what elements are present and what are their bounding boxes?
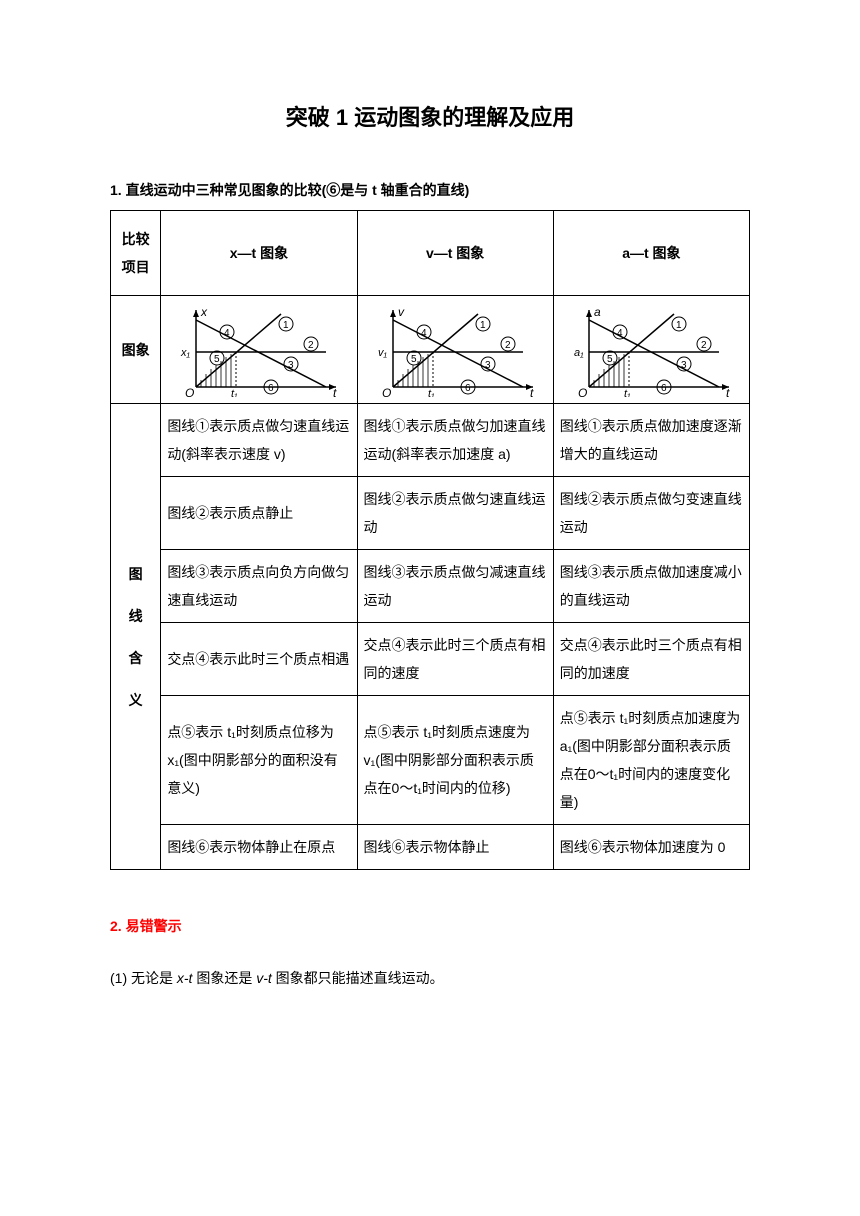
svg-text:6: 6 (268, 383, 274, 394)
cell: 图线⑥表示物体加速度为 0 (553, 825, 749, 870)
svg-text:a₁: a₁ (574, 347, 584, 359)
header-col3: a—t 图象 (553, 211, 749, 296)
svg-text:2: 2 (701, 340, 707, 351)
svg-text:1: 1 (676, 320, 682, 331)
svg-text:O: O (185, 386, 194, 397)
svg-text:v₁: v₁ (378, 347, 388, 359)
cell: 图线⑥表示物体静止 (357, 825, 553, 870)
header-col1: x—t 图象 (161, 211, 357, 296)
svg-text:6: 6 (661, 383, 667, 394)
table-row: 交点④表示此时三个质点相遇 交点④表示此时三个质点有相同的速度 交点④表示此时三… (111, 623, 750, 696)
graph-vt: v t O v₁ t₁ 1 2 3 4 5 (357, 296, 553, 404)
cell: 点⑤表示 t₁时刻质点速度为 v₁(图中阴影部分面积表示质点在0～t₁时间内的位… (357, 696, 553, 825)
table-row: 图线②表示质点静止 图线②表示质点做匀速直线运动 图线②表示质点做匀变速直线运动 (111, 477, 750, 550)
warning-item-1: (1) 无论是 x-t 图象还是 v-t 图象都只能描述直线运动。 (110, 966, 750, 991)
svg-text:3: 3 (485, 360, 491, 371)
table-row: 图 线 含 义 图线①表示质点做匀速直线运动(斜率表示速度 v) 图线①表示质点… (111, 404, 750, 477)
warning-title: 2. 易错警示 (110, 916, 750, 936)
svg-text:t₁: t₁ (624, 388, 631, 397)
svg-text:a: a (594, 305, 601, 319)
comparison-table: 比较项目 x—t 图象 v—t 图象 a—t 图象 图象 x t O (110, 210, 750, 870)
at-graph-icon: a t O a₁ t₁ 1 2 3 4 5 (564, 302, 739, 397)
svg-text:3: 3 (288, 360, 294, 371)
meaning-label: 图 线 含 义 (111, 404, 161, 870)
cell: 点⑤表示 t₁时刻质点位移为 x₁(图中阴影部分的面积没有意义) (161, 696, 357, 825)
cell: 图线①表示质点做匀速直线运动(斜率表示速度 v) (161, 404, 357, 477)
cell: 点⑤表示 t₁时刻质点加速度为 a₁(图中阴影部分面积表示质点在0～t₁时间内的… (553, 696, 749, 825)
svg-text:1: 1 (283, 320, 289, 331)
svg-text:2: 2 (505, 340, 511, 351)
graph-at: a t O a₁ t₁ 1 2 3 4 5 (553, 296, 749, 404)
cell: 图线①表示质点做加速度逐渐增大的直线运动 (553, 404, 749, 477)
svg-text:4: 4 (224, 328, 230, 339)
graph-row: 图象 x t O x₁ (111, 296, 750, 404)
cell: 交点④表示此时三个质点有相同的速度 (357, 623, 553, 696)
svg-text:O: O (382, 386, 391, 397)
header-col2: v—t 图象 (357, 211, 553, 296)
cell: 图线①表示质点做匀加速直线运动(斜率表示加速度 a) (357, 404, 553, 477)
svg-text:2: 2 (308, 340, 314, 351)
cell: 图线③表示质点做加速度减小的直线运动 (553, 550, 749, 623)
header-row: 比较项目 x—t 图象 v—t 图象 a—t 图象 (111, 211, 750, 296)
graph-xt: x t O x₁ t₁ 1 2 3 4 5 (161, 296, 357, 404)
cell: 图线③表示质点向负方向做匀速直线运动 (161, 550, 357, 623)
svg-text:4: 4 (421, 328, 427, 339)
intro-text: 1. 直线运动中三种常见图象的比较(⑥是与 t 轴重合的直线) (110, 180, 750, 200)
table-row: 图线⑥表示物体静止在原点 图线⑥表示物体静止 图线⑥表示物体加速度为 0 (111, 825, 750, 870)
table-row: 点⑤表示 t₁时刻质点位移为 x₁(图中阴影部分的面积没有意义) 点⑤表示 t₁… (111, 696, 750, 825)
svg-text:1: 1 (480, 320, 486, 331)
svg-text:v: v (398, 305, 405, 319)
page-title: 突破 1 运动图象的理解及应用 (110, 100, 750, 132)
svg-text:5: 5 (607, 354, 613, 365)
svg-text:5: 5 (214, 354, 220, 365)
svg-text:x: x (200, 305, 208, 319)
cell: 图线②表示质点做匀变速直线运动 (553, 477, 749, 550)
cell: 交点④表示此时三个质点有相同的加速度 (553, 623, 749, 696)
svg-text:5: 5 (411, 354, 417, 365)
svg-text:O: O (578, 386, 587, 397)
svg-text:t₁: t₁ (428, 388, 435, 397)
cell: 交点④表示此时三个质点相遇 (161, 623, 357, 696)
svg-text:x₁: x₁ (180, 347, 191, 359)
xt-graph-icon: x t O x₁ t₁ 1 2 3 4 5 (171, 302, 346, 397)
svg-text:t: t (530, 386, 534, 397)
svg-text:t₁: t₁ (231, 388, 238, 397)
svg-text:t: t (333, 386, 337, 397)
cell: 图线②表示质点静止 (161, 477, 357, 550)
graph-row-label: 图象 (111, 296, 161, 404)
svg-text:6: 6 (465, 383, 471, 394)
cell: 图线②表示质点做匀速直线运动 (357, 477, 553, 550)
header-label: 比较项目 (111, 211, 161, 296)
vt-graph-icon: v t O v₁ t₁ 1 2 3 4 5 (368, 302, 543, 397)
svg-text:4: 4 (617, 328, 623, 339)
cell: 图线⑥表示物体静止在原点 (161, 825, 357, 870)
cell: 图线③表示质点做匀减速直线运动 (357, 550, 553, 623)
svg-text:3: 3 (681, 360, 687, 371)
table-row: 图线③表示质点向负方向做匀速直线运动 图线③表示质点做匀减速直线运动 图线③表示… (111, 550, 750, 623)
svg-text:t: t (726, 386, 730, 397)
